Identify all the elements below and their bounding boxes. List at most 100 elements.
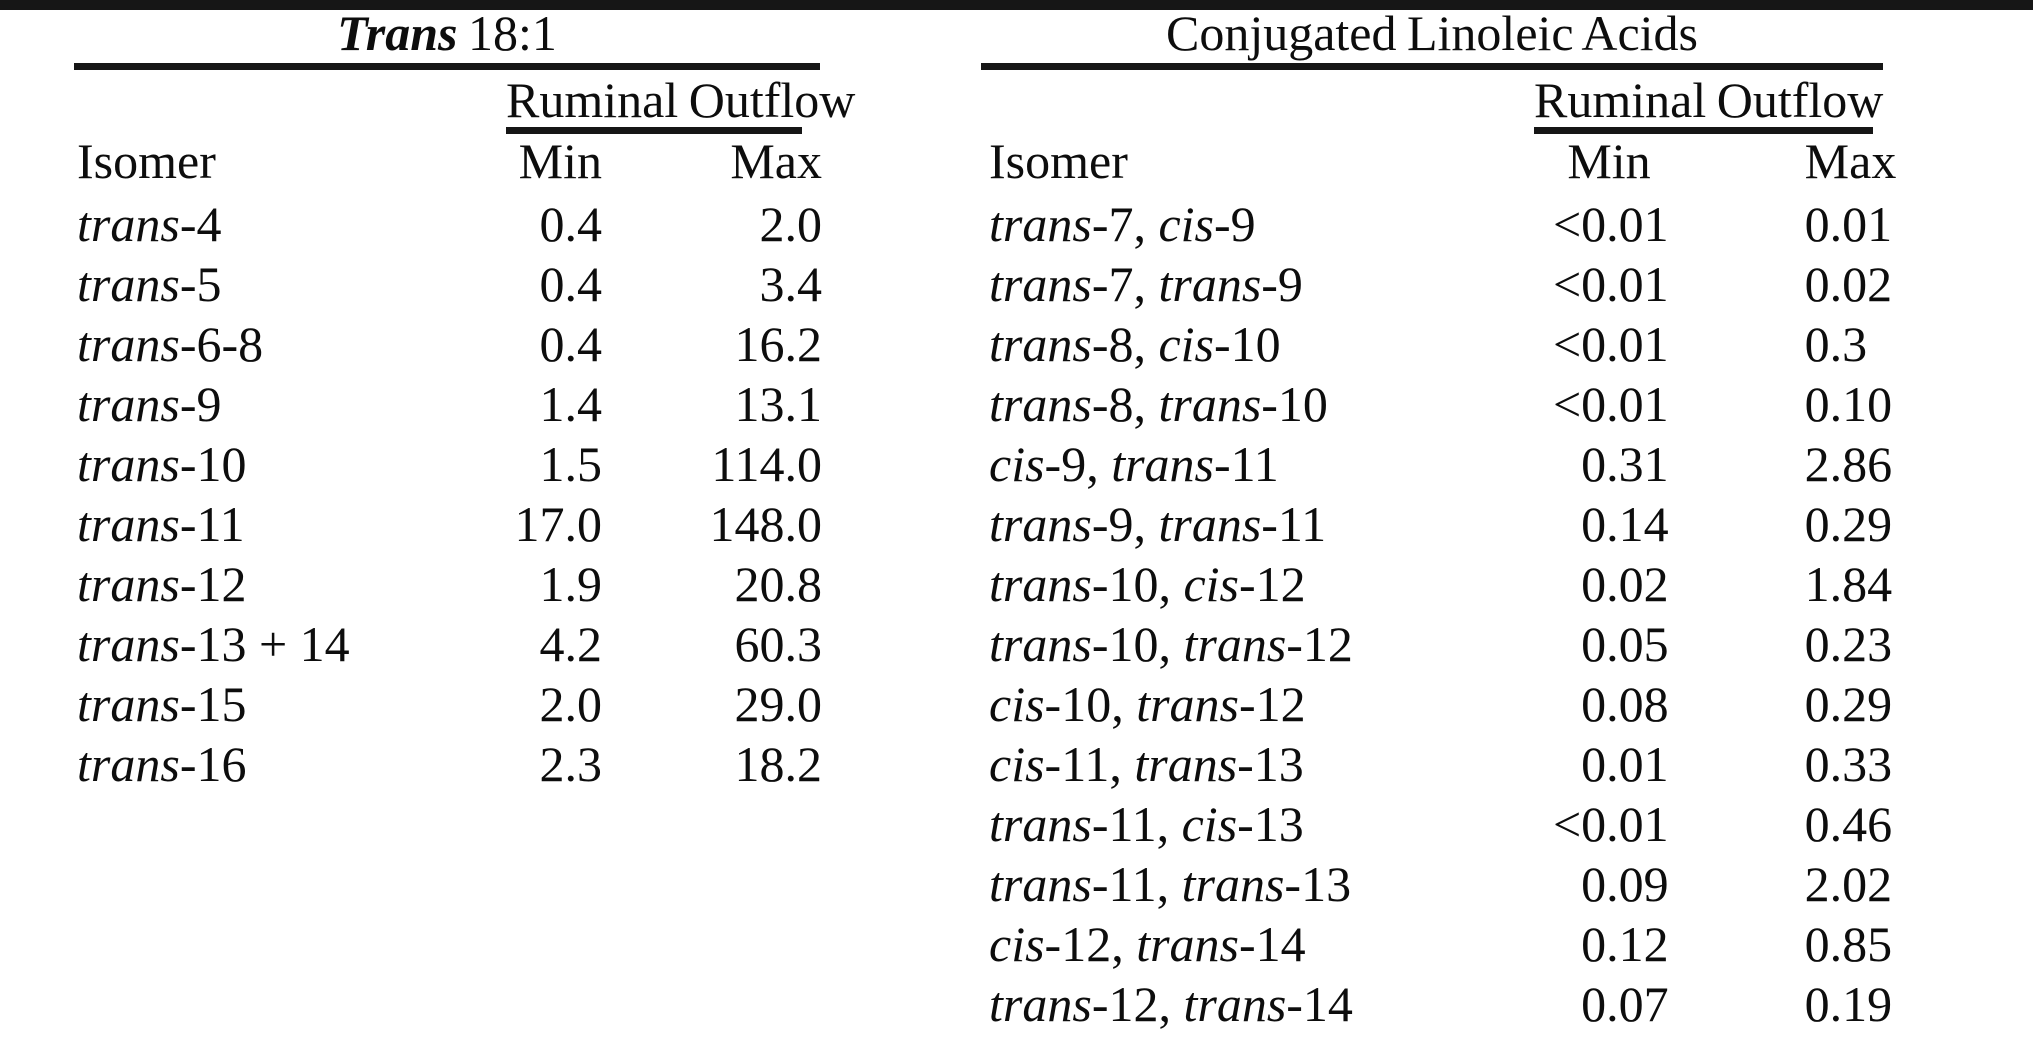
isomer-cell: trans-7, trans-9 (989, 256, 1303, 312)
min-value-cell: <0.01 (1552, 196, 1669, 252)
min-value-cell: 2.0 (539, 676, 603, 732)
min-value-cell: 17.0 (514, 496, 603, 552)
min-value-cell: 0.31 (1581, 436, 1669, 492)
table-row: trans-8, cis-10 <0.01 0.3 (981, 316, 2033, 380)
table-row: trans-8, trans-10 <0.01 0.10 (981, 376, 2033, 440)
isomer-cell: trans-8, trans-10 (989, 376, 1328, 432)
group-title-rest: 18:1 (457, 5, 557, 61)
max-value-cell: 114.0 (711, 436, 822, 492)
isomer-cell: cis-12, trans-14 (989, 916, 1306, 972)
isomer-cell: trans-5 (77, 256, 222, 312)
ruminal-outflow-label-right: Ruminal Outflow (1534, 72, 1884, 128)
column-header-row: Isomer Min Max (60, 136, 827, 200)
isomer-cell: trans-8, cis-10 (989, 316, 1281, 372)
isomer-cell: trans-11, cis-13 (989, 796, 1304, 852)
min-value-cell: 0.05 (1581, 616, 1669, 672)
table-row: cis-9, trans-11 0.31 2.86 (981, 436, 2033, 500)
isomer-cell: trans-16 (77, 736, 247, 792)
cla-table: Isomer Min Max trans-7, cis-9 <0.01 0.01 tran… (981, 136, 2033, 1040)
max-value-cell: 2.0 (759, 196, 823, 252)
isomer-cell: trans-10, trans-12 (989, 616, 1353, 672)
max-value-cell: 29.0 (734, 676, 823, 732)
table-row: trans-11, cis-13 <0.01 0.46 (981, 796, 2033, 860)
max-value-cell: 148.0 (709, 496, 823, 552)
header-separator-rule (0, 0, 2033, 10)
max-value-cell: 0.85 (1804, 916, 1893, 972)
table-row: trans-9 1.4 13.1 (60, 376, 827, 440)
min-value-cell: 4.2 (539, 616, 603, 672)
group-underline-right (981, 63, 1883, 70)
table-row: cis-11, trans-13 0.01 0.33 (981, 736, 2033, 800)
min-value-cell: 0.09 (1581, 856, 1669, 912)
ruminal-outflow-underline-right (1534, 127, 1873, 134)
min-value-cell: 1.5 (539, 436, 603, 492)
min-value-cell: 0.4 (539, 316, 603, 372)
ruminal-outflow-label-left: Ruminal Outflow (506, 72, 856, 128)
max-value-cell: 1.84 (1804, 556, 1893, 612)
max-value-cell: 0.33 (1804, 736, 1893, 792)
column-header-isomer: Isomer (77, 133, 216, 189)
min-value-cell: 0.07 (1581, 976, 1669, 1032)
group-title-rest: Conjugated Linoleic Acids (1165, 5, 1698, 61)
table-row: trans-9, trans-11 0.14 0.29 (981, 496, 2033, 560)
max-value-cell: 2.02 (1804, 856, 1893, 912)
isomer-cell: trans-10, cis-12 (989, 556, 1306, 612)
table-row: trans-6-8 0.4 16.2 (60, 316, 827, 380)
group-title-emphasis: Trans (337, 5, 458, 61)
min-value-cell: 0.01 (1581, 736, 1669, 792)
isomer-cell: cis-10, trans-12 (989, 676, 1306, 732)
table-row: cis-10, trans-12 0.08 0.29 (981, 676, 2033, 740)
min-value-cell: <0.01 (1552, 376, 1669, 432)
column-header-min: Min (518, 133, 602, 189)
min-value-cell: 0.08 (1581, 676, 1669, 732)
table-row: trans-5 0.4 3.4 (60, 256, 827, 320)
column-header-max: Max (1804, 133, 1897, 189)
max-value-cell: 0.3 (1804, 316, 1868, 372)
max-value-cell: 20.8 (734, 556, 823, 612)
table-row: trans-4 0.4 2.0 (60, 196, 827, 260)
max-value-cell: 18.2 (734, 736, 823, 792)
group-title-cla: Conjugated Linoleic Acids (981, 8, 1883, 62)
table-row: trans-12 1.9 20.8 (60, 556, 827, 620)
table-row: trans-7, cis-9 <0.01 0.01 (981, 196, 2033, 260)
max-value-cell: 2.86 (1804, 436, 1893, 492)
min-value-cell: <0.01 (1552, 796, 1669, 852)
isomer-cell: trans-6-8 (77, 316, 264, 372)
max-value-cell: 0.29 (1804, 676, 1893, 732)
column-header-max: Max (730, 133, 822, 189)
table-row: trans-10, trans-12 0.05 0.23 (981, 616, 2033, 680)
isomer-cell: trans-7, cis-9 (989, 196, 1256, 252)
table-row: trans-15 2.0 29.0 (60, 676, 827, 740)
max-value-cell: 0.01 (1804, 196, 1893, 252)
isomer-cell: trans-9 (77, 376, 222, 432)
table-row: trans-12, trans-14 0.07 0.19 (981, 976, 2033, 1040)
table-row: trans-10, cis-12 0.02 1.84 (981, 556, 2033, 620)
isomer-cell: trans-11 (77, 496, 245, 552)
isomer-cell: trans-13 + 14 (77, 616, 350, 672)
max-value-cell: 0.10 (1804, 376, 1893, 432)
isomer-cell: trans-4 (77, 196, 222, 252)
min-value-cell: 0.4 (539, 196, 603, 252)
table-row: trans-11, trans-13 0.09 2.02 (981, 856, 2033, 920)
max-value-cell: 13.1 (734, 376, 823, 432)
column-header-isomer: Isomer (989, 133, 1128, 189)
table-row: cis-12, trans-14 0.12 0.85 (981, 916, 2033, 980)
trans-18-1-table: Isomer Min Max trans-4 0.4 2.0 trans-5 0.4 3.4 t… (60, 136, 827, 800)
max-value-cell: 0.19 (1804, 976, 1893, 1032)
max-value-cell: 0.23 (1804, 616, 1893, 672)
column-header-min: Min (1567, 133, 1651, 189)
table-row: trans-16 2.3 18.2 (60, 736, 827, 800)
min-value-cell: 1.9 (539, 556, 603, 612)
isomer-cell: cis-9, trans-11 (989, 436, 1279, 492)
isomer-cell: trans-9, trans-11 (989, 496, 1327, 552)
group-underline-left (74, 63, 820, 70)
isomer-cell: trans-12 (77, 556, 247, 612)
min-value-cell: 0.14 (1581, 496, 1669, 552)
isomer-cell: trans-11, trans-13 (989, 856, 1352, 912)
isomer-cell: trans-15 (77, 676, 247, 732)
ruminal-outflow-underline-left (506, 127, 802, 134)
max-value-cell: 0.46 (1804, 796, 1893, 852)
min-value-cell: 0.4 (539, 256, 603, 312)
group-title-trans-18-1: Trans 18:1 (74, 8, 820, 62)
